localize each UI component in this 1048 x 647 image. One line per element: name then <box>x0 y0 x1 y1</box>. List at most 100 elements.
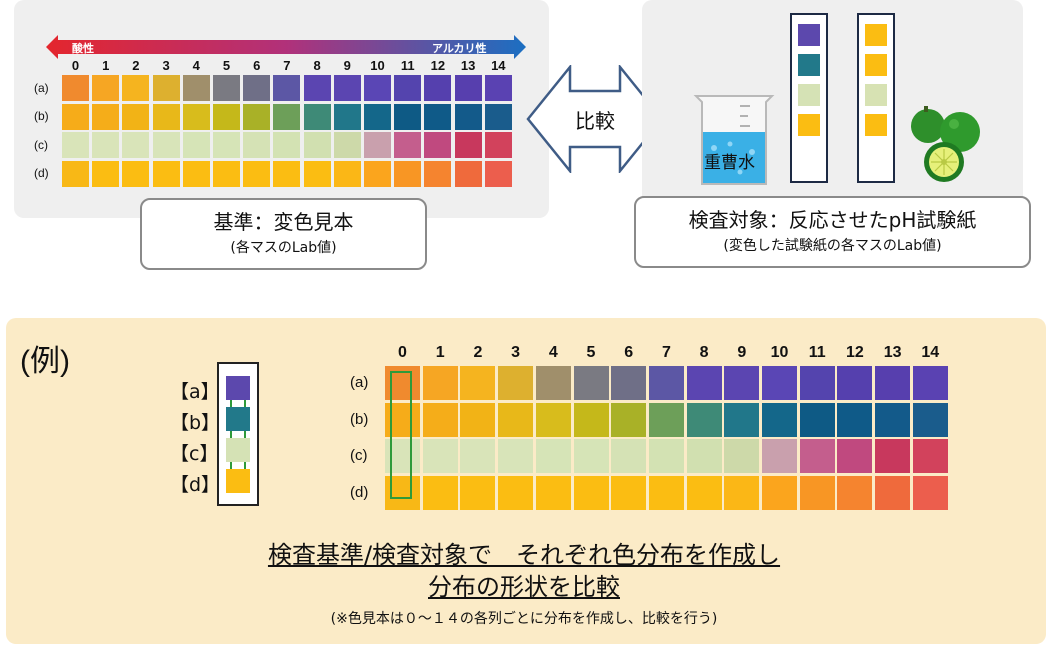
color-cell <box>484 160 512 187</box>
color-cell <box>875 402 911 437</box>
acid-label: 酸性 <box>72 42 94 55</box>
color-cell <box>686 439 722 473</box>
column-header-0: 0 <box>71 58 80 73</box>
color-cell <box>498 439 534 473</box>
color-cell <box>498 402 534 437</box>
color-cell <box>394 132 422 158</box>
color-cell <box>62 75 89 101</box>
color-cell <box>454 132 482 158</box>
color-cell <box>611 366 647 400</box>
conclusion-line-2: 分布の形状を比較 <box>428 573 620 601</box>
color-cell <box>799 475 835 510</box>
color-cell <box>573 475 609 510</box>
color-cell <box>243 103 271 130</box>
column-header-12: 12 <box>845 344 864 361</box>
color-cell <box>213 75 240 101</box>
row-label-b: (b) <box>350 410 369 428</box>
color-cell <box>152 103 180 130</box>
color-cell <box>303 132 331 158</box>
test-label-sub: (変色した試験紙の各マスのLab値) <box>723 238 942 254</box>
column-header-5: 5 <box>222 58 231 73</box>
color-cell <box>454 103 482 130</box>
color-cell <box>422 439 458 473</box>
color-cell <box>648 439 684 473</box>
color-cell <box>122 160 150 187</box>
color-cell <box>799 439 835 473</box>
color-cell <box>454 160 482 187</box>
column-header-3: 3 <box>162 58 170 73</box>
column-header-8: 8 <box>699 344 709 361</box>
color-cell <box>762 402 797 437</box>
column-header-4: 4 <box>192 58 200 73</box>
color-cell <box>92 103 120 130</box>
color-cell <box>182 132 210 158</box>
column-header-10: 10 <box>370 58 385 73</box>
color-cell <box>460 402 496 437</box>
color-cell <box>837 366 873 400</box>
row-label-c: (c) <box>34 137 48 152</box>
color-cell <box>724 366 760 400</box>
color-cell <box>182 75 210 101</box>
row-label-d: (d) <box>34 166 49 181</box>
row-label-c: (c) <box>350 447 368 464</box>
color-cell <box>333 103 361 130</box>
color-cell <box>92 132 120 158</box>
color-cell <box>535 402 571 437</box>
color-cell <box>303 160 331 187</box>
color-cell <box>573 402 609 437</box>
color-cell <box>484 132 512 158</box>
column-header-4: 4 <box>548 344 558 361</box>
color-cell <box>213 132 240 158</box>
color-cell <box>303 103 331 130</box>
column-header-13: 13 <box>460 58 476 73</box>
ph-gradient-arrow <box>46 35 526 59</box>
color-cell <box>273 75 301 101</box>
color-cell <box>182 160 210 187</box>
color-cell <box>243 132 271 158</box>
color-cell <box>454 75 482 101</box>
color-cell <box>648 475 684 510</box>
color-cell <box>394 103 422 130</box>
strip-pad <box>798 54 820 76</box>
color-cell <box>875 366 911 400</box>
strip-label-a: 【a】 <box>170 381 220 403</box>
color-cell <box>912 366 948 400</box>
column-header-3: 3 <box>511 344 521 361</box>
color-cell <box>535 475 571 510</box>
column-header-2: 2 <box>132 58 140 73</box>
strip-pad <box>865 114 887 136</box>
color-cell <box>724 402 760 437</box>
color-cell <box>460 475 496 510</box>
strip-label-c: 【c】 <box>170 443 219 465</box>
color-cell <box>122 132 150 158</box>
color-cell <box>460 439 496 473</box>
strip-label-d: 【d】 <box>170 474 221 496</box>
column-header-5: 5 <box>586 344 596 361</box>
color-cell <box>364 160 391 187</box>
footnote: (※色見本は０～１４の各列ごとに分布を作成し、比較を行う) <box>330 611 718 627</box>
color-cell <box>875 475 911 510</box>
column-header-14: 14 <box>921 344 940 361</box>
color-cell <box>152 160 180 187</box>
color-cell <box>648 366 684 400</box>
strip-pad <box>798 84 820 106</box>
test-label-title: 検査対象：反応させたpH試験紙 <box>688 208 977 232</box>
color-cell <box>611 402 647 437</box>
color-cell <box>424 160 452 187</box>
color-cell <box>364 132 391 158</box>
column-header-2: 2 <box>473 344 483 361</box>
column-header-13: 13 <box>883 344 902 361</box>
color-cell <box>724 439 760 473</box>
color-cell <box>535 439 571 473</box>
color-cell <box>364 75 391 101</box>
color-cell <box>799 366 835 400</box>
column-header-11: 11 <box>400 58 415 73</box>
color-cell <box>152 75 180 101</box>
color-cell <box>92 75 120 101</box>
color-cell <box>424 75 452 101</box>
color-cell <box>762 366 797 400</box>
color-cell <box>62 160 89 187</box>
strip-pad <box>798 114 820 136</box>
color-cell <box>62 132 89 158</box>
color-cell <box>213 103 240 130</box>
